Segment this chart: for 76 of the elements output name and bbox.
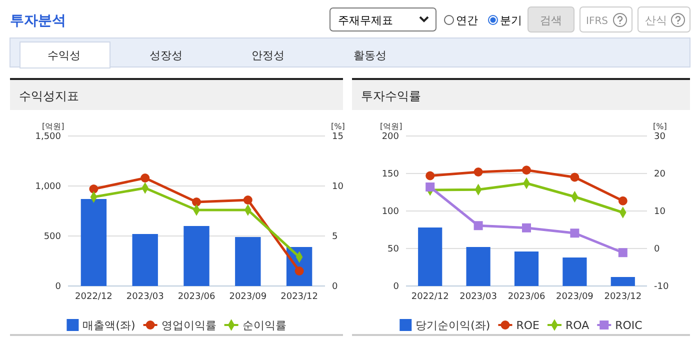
text: 활동성 [354,49,386,62]
bar [466,247,490,286]
text: 수익성 [48,49,80,62]
x-tick-label: 2023/03 [460,292,497,302]
y-tick-label: 50 [388,244,400,254]
x-tick-label: 2022/12 [411,292,449,302]
bar [132,234,158,286]
y-axis-title: [억원] [380,122,402,131]
point [522,166,531,175]
point [89,184,98,194]
legend-label: 매출액(좌) [82,319,136,332]
text: 성장성 [150,49,182,62]
bar [184,226,210,286]
y2-tick-label: 30 [654,132,666,142]
y2-tick-label: -10 [654,282,669,292]
y-axis-title: [억원] [42,122,64,131]
legend-label: ROIC [615,319,643,332]
y-tick-label: 1,000 [35,182,62,192]
text: 산식 [645,14,667,27]
bar [610,277,635,286]
y2-axis-title: [%] [653,122,667,131]
point [618,248,628,258]
y2-tick-label: 5 [332,232,338,242]
point [474,221,483,230]
point [426,182,435,192]
y-tick-label: 1,500 [35,132,62,142]
bar [418,228,442,286]
x-tick-label: 2023/12 [280,292,318,302]
point [294,266,304,276]
text: 검색 [540,14,562,27]
legend-label: 순이익률 [242,319,286,332]
x-tick-label: 2023/03 [126,292,164,302]
point [618,196,628,206]
x-tick-label: 2023/12 [604,292,642,302]
point [243,196,252,204]
text: 투자분석 [10,13,66,29]
point [426,171,435,180]
x-tick-label: 2023/09 [556,292,594,302]
chart-title: 투자수익률 [361,89,421,103]
y2-tick-label: 20 [654,169,666,180]
bar [514,252,539,286]
x-tick-label: 2023/09 [229,292,267,302]
y-tick-label: 0 [55,282,62,292]
y2-tick-label: 0 [654,244,660,254]
bar [235,237,261,286]
point [192,198,201,206]
y-tick-label: 200 [382,132,400,142]
point [570,172,580,182]
x-tick-label: 2023/06 [508,292,546,302]
legend-label: ROA [565,319,590,332]
legend-label: 당기순이익(좌) [416,319,490,332]
y2-tick-label: 15 [332,132,344,142]
bar [80,199,107,286]
text: 연간 [456,14,478,27]
y-tick-label: 500 [44,232,62,242]
y2-axis-title: [%] [331,122,345,131]
y2-tick-label: 0 [332,282,338,292]
bar [562,258,587,286]
chart-title: 수익성지표 [19,89,79,103]
legend-label: ROE [516,319,540,332]
point [474,168,483,176]
x-tick-label: 2023/06 [178,292,216,302]
point [522,223,531,232]
x-tick-label: 2022/12 [75,292,112,302]
y2-tick-label: 10 [332,182,344,192]
y-tick-label: 0 [393,282,400,292]
text: IFRS [586,16,608,27]
text: 안정성 [252,49,284,62]
y-tick-label: 100 [382,206,400,217]
y-tick-label: 150 [382,169,400,180]
point [570,228,580,238]
legend-label: 영업이익률 [161,319,216,332]
text: 분기 [500,14,522,27]
text: 주재무제표 [338,14,393,27]
y2-tick-label: 10 [654,206,666,217]
point [140,174,150,182]
